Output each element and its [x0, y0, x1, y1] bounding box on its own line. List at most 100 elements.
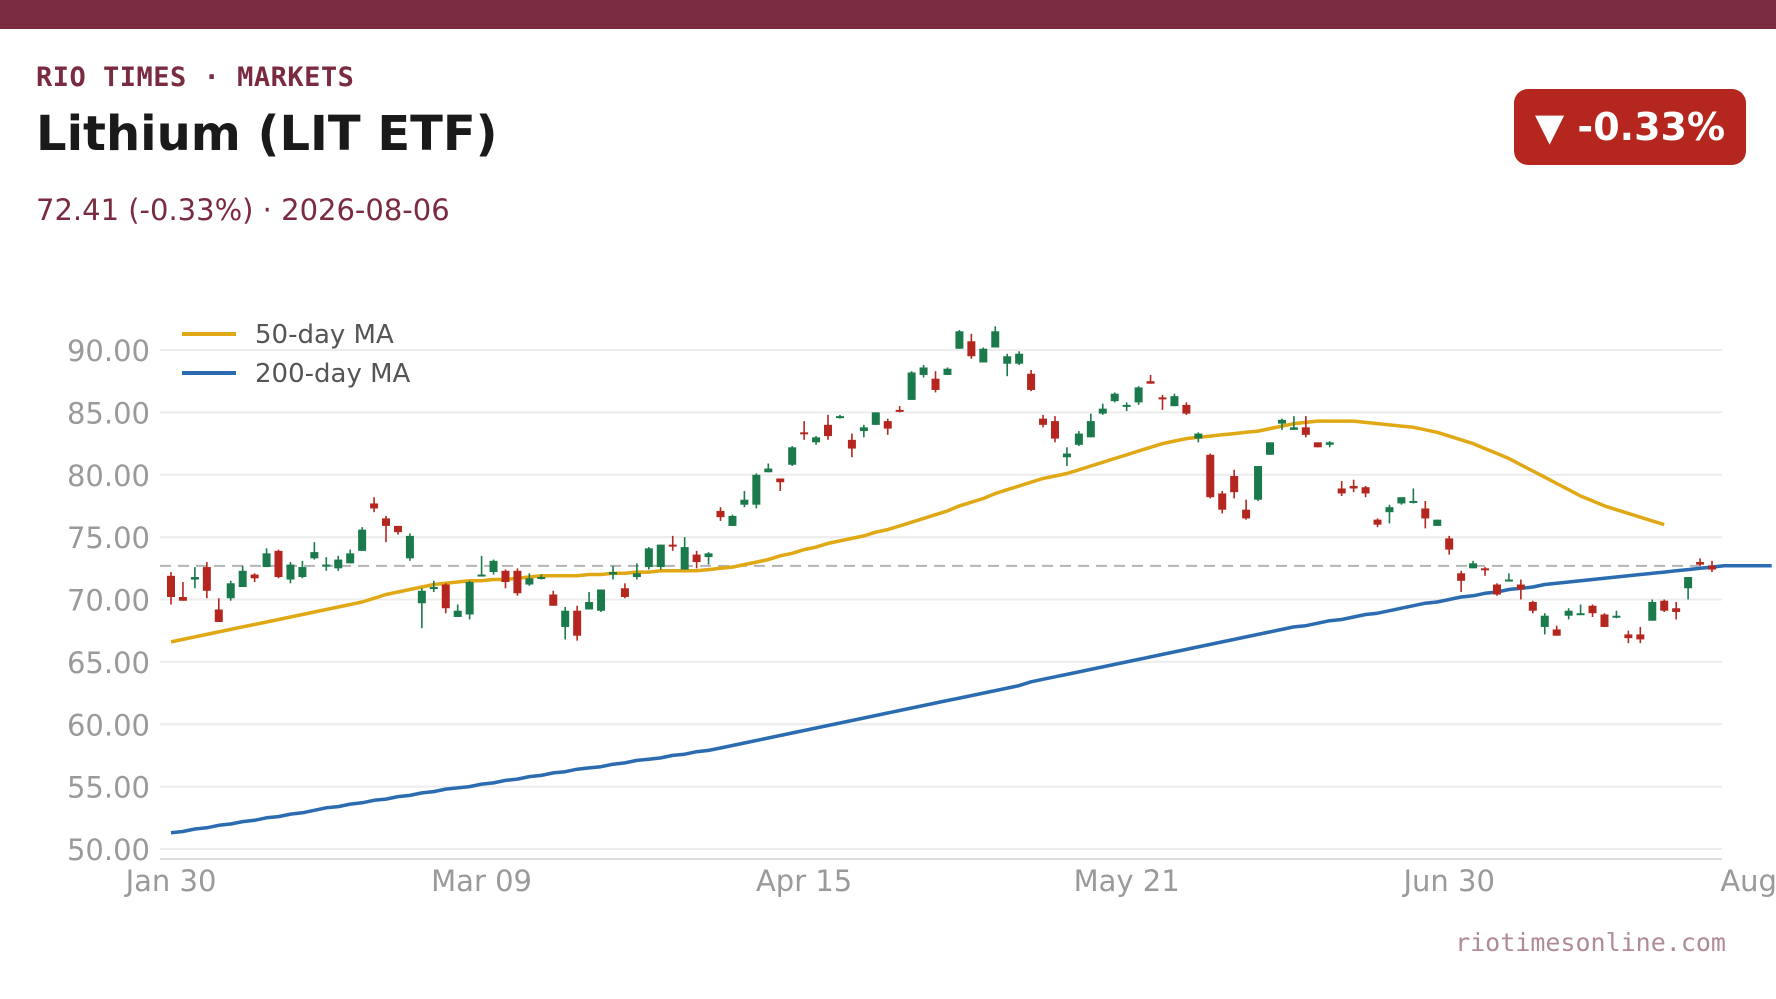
candle-body [1588, 605, 1597, 614]
y-tick-label: 90.00 [67, 334, 150, 368]
candle-body [274, 550, 283, 578]
candle [1373, 518, 1382, 528]
candle [1062, 447, 1071, 467]
candle-body [1457, 573, 1466, 581]
candle-body [656, 544, 665, 568]
candle-body [465, 582, 474, 615]
brand-label: RIO TIMES · MARKETS [36, 62, 355, 93]
candle-body [871, 412, 880, 425]
candle-body [979, 348, 988, 363]
candle-body [752, 474, 761, 505]
candle-body [1708, 565, 1716, 570]
candle-body [358, 529, 367, 551]
candle-body [238, 570, 247, 588]
ma50-line [170, 419, 1665, 644]
candle [1086, 413, 1095, 438]
candle-body [680, 547, 689, 570]
candle-body [1158, 397, 1167, 400]
candle-body [1134, 387, 1143, 403]
candle [1313, 442, 1322, 448]
candle [907, 371, 916, 400]
candle [740, 490, 749, 508]
candle [1421, 500, 1430, 529]
candle [812, 436, 821, 445]
candle-body [608, 572, 617, 575]
candle [1600, 613, 1609, 627]
candle [1266, 442, 1275, 455]
candle [429, 580, 438, 593]
candle-body [764, 468, 773, 473]
candle [883, 418, 892, 435]
candle [286, 562, 295, 584]
candle-body [1289, 427, 1298, 430]
candle [1684, 577, 1693, 600]
x-tick-label: Mar 09 [431, 864, 532, 898]
candle-body [1528, 601, 1537, 611]
candle [752, 473, 761, 509]
candle [704, 552, 713, 565]
candle-body [1660, 600, 1669, 611]
candle [728, 514, 737, 526]
candle-body [824, 424, 833, 437]
candle-body [1170, 396, 1179, 407]
candle-body [1433, 519, 1442, 526]
candle [1540, 613, 1549, 635]
candle-body [644, 548, 653, 568]
candle-body [1027, 373, 1036, 390]
candle [1074, 431, 1083, 447]
candle [393, 525, 402, 535]
candle-body [429, 587, 438, 590]
candle-body [1696, 562, 1705, 565]
candle [1242, 499, 1251, 520]
candle [1301, 416, 1310, 438]
candle [847, 433, 856, 458]
candle-body [167, 575, 175, 598]
candle-body [1015, 353, 1024, 364]
candle-body [537, 577, 546, 580]
candle [991, 326, 1000, 348]
candle [1015, 351, 1024, 365]
candle-body [1373, 519, 1382, 525]
candle-body [1481, 568, 1490, 571]
candle-body [692, 554, 701, 563]
candle-body [907, 372, 916, 400]
candle [1528, 600, 1537, 614]
candle-body [250, 574, 259, 579]
candle [680, 537, 689, 570]
candle [800, 421, 809, 440]
candle-body [202, 567, 211, 591]
candle [573, 605, 582, 641]
candle-body [286, 564, 295, 580]
candle-body [393, 525, 402, 533]
y-tick-label: 50.00 [67, 833, 150, 867]
candle [979, 347, 988, 363]
candle-body [1086, 421, 1095, 438]
legend-label: 200-day MA [255, 359, 411, 389]
candle [1146, 374, 1155, 384]
candle [1289, 416, 1298, 430]
candle-body [1242, 509, 1251, 519]
candle [1588, 604, 1597, 617]
candle-body [1492, 584, 1501, 595]
candle-body [943, 368, 952, 375]
candle [1027, 369, 1036, 392]
candle [835, 414, 844, 419]
candle-body [346, 553, 355, 564]
candle-body [597, 589, 606, 611]
candle [1218, 490, 1227, 514]
candle-body [1516, 584, 1525, 590]
y-tick-label: 80.00 [67, 459, 150, 493]
candle-body [955, 331, 964, 349]
candle [1134, 386, 1143, 405]
candle [250, 573, 259, 583]
y-tick-label: 65.00 [67, 646, 150, 680]
candle [1050, 416, 1059, 443]
candle [274, 549, 283, 579]
candle-body [620, 588, 629, 598]
candle-body [1122, 404, 1131, 407]
y-tick-label: 75.00 [67, 521, 150, 555]
candle [537, 574, 546, 580]
candle-body [1313, 442, 1322, 448]
candle-body [1325, 442, 1334, 445]
candle [1325, 441, 1334, 448]
